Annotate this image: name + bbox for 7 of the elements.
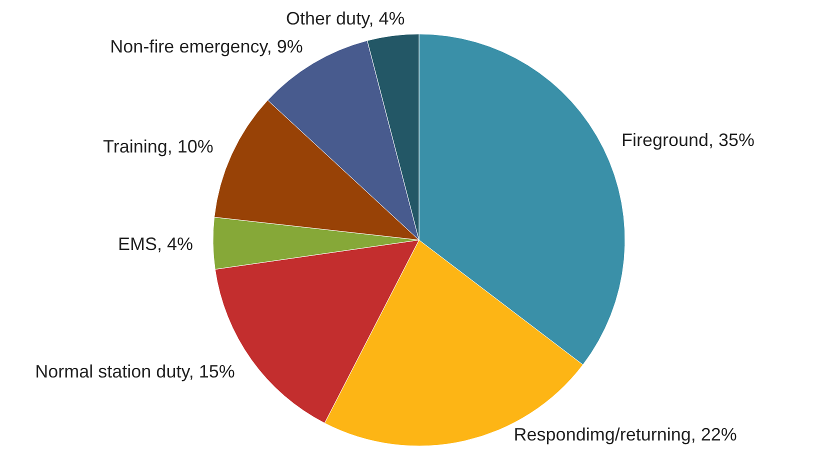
slice-label: EMS, 4%	[118, 234, 194, 254]
slice-label: Other duty, 4%	[286, 8, 405, 28]
slice-label: Fireground, 35%	[621, 130, 755, 150]
slice-label: Training, 10%	[103, 136, 214, 156]
slice-label: Normal station duty, 15%	[35, 361, 235, 382]
slice-label: Non-fire emergency, 9%	[110, 36, 303, 56]
slice-label: Respondimg/returning, 22%	[514, 424, 737, 444]
